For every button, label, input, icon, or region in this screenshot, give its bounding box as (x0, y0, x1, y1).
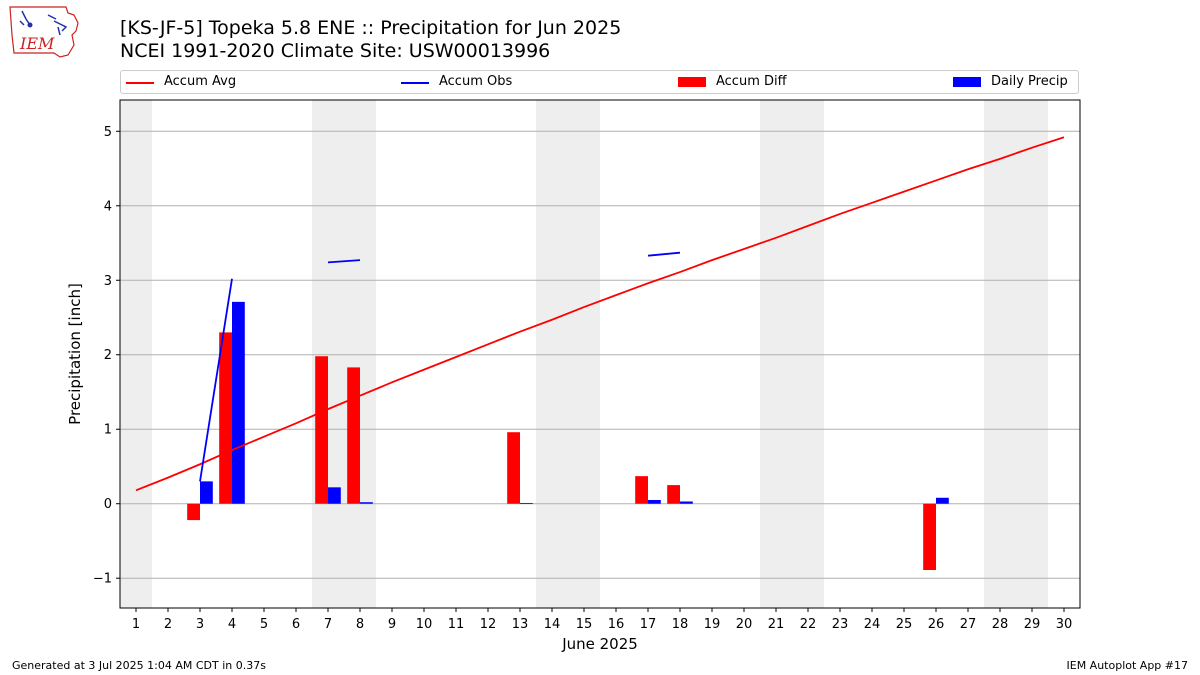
x-axis-label: June 2025 (561, 635, 638, 653)
y-tick-label: −1 (93, 572, 112, 587)
legend-box-accum-diff (678, 77, 706, 87)
bar-daily-precip (680, 501, 693, 504)
y-tick-label: 2 (104, 348, 112, 363)
x-tick-label: 21 (768, 617, 785, 632)
x-tick-label: 9 (388, 617, 396, 632)
x-tick-label: 5 (260, 617, 268, 632)
x-tick-label: 19 (704, 617, 721, 632)
x-tick-label: 8 (356, 617, 364, 632)
footer-app: IEM Autoplot App #17 (1066, 659, 1189, 672)
bar-daily-precip (360, 502, 373, 504)
plot-frame (119, 99, 1081, 609)
bar-daily-precip (648, 499, 661, 504)
chart-title: [KS-JF-5] Topeka 5.8 ENE :: Precipitatio… (120, 17, 622, 39)
bar-daily-precip (200, 481, 213, 504)
legend-label: Accum Obs (439, 74, 513, 89)
x-tick-label: 13 (512, 617, 529, 632)
legend-line-accum-obs (401, 82, 429, 84)
x-tick-label: 10 (416, 617, 433, 632)
x-tick-label: 26 (928, 617, 945, 632)
bar-daily-precip (936, 497, 949, 504)
x-tick-label: 11 (448, 617, 465, 632)
x-tick-label: 15 (576, 617, 593, 632)
line-accum-avg (135, 136, 1065, 492)
bar-accum-diff (667, 485, 680, 504)
y-tick-label: 3 (104, 274, 112, 289)
footer-generated: Generated at 3 Jul 2025 1:04 AM CDT in 0… (12, 659, 266, 672)
x-tick-label: 24 (864, 617, 881, 632)
bar-accum-diff (347, 367, 360, 504)
bar-accum-diff (923, 503, 936, 571)
bar-accum-diff (315, 356, 328, 504)
x-tick-label: 3 (196, 617, 204, 632)
legend-label: Daily Precip (991, 74, 1068, 89)
x-tick-label: 27 (960, 617, 977, 632)
x-tick-label: 6 (292, 617, 300, 632)
x-tick-label: 16 (608, 617, 625, 632)
y-axis-label: Precipitation [inch] (66, 283, 84, 425)
x-tick-label: 18 (672, 617, 689, 632)
bar-daily-precip (328, 487, 341, 504)
bar-accum-diff (507, 432, 520, 504)
legend-box-daily-precip (953, 77, 981, 87)
chart-subtitle: NCEI 1991-2020 Climate Site: USW00013996 (120, 40, 551, 62)
x-tick-label: 17 (640, 617, 657, 632)
y-tick-label: 0 (104, 497, 112, 512)
line-accum-obs (327, 259, 361, 264)
bar-accum-diff (219, 332, 232, 504)
y-tick-label: 4 (104, 199, 112, 214)
legend-label: Accum Avg (164, 74, 237, 89)
legend-line-accum-avg (126, 82, 154, 84)
x-tick-label: 12 (480, 617, 497, 632)
y-tick-label: 1 (104, 423, 112, 438)
x-tick-label: 28 (992, 617, 1009, 632)
bar-daily-precip (232, 301, 245, 504)
x-tick-label: 1 (132, 617, 140, 632)
logo-text: IEM (19, 34, 55, 53)
iem-logo: IEM (9, 6, 79, 58)
weekend-shade (120, 100, 152, 608)
x-tick-label: 23 (832, 617, 849, 632)
bar-daily-precip (520, 502, 533, 504)
bar-accum-diff (635, 476, 648, 504)
x-tick-label: 2 (164, 617, 172, 632)
legend-label: Accum Diff (716, 74, 787, 89)
x-tick-label: 25 (896, 617, 913, 632)
x-tick-label: 14 (544, 617, 561, 632)
x-tick-label: 4 (228, 617, 236, 632)
line-accum-obs (199, 278, 233, 482)
x-tick-label: 29 (1024, 617, 1041, 632)
weekend-shade (760, 100, 824, 608)
weekend-shade (312, 100, 376, 608)
line-accum-obs (647, 251, 681, 257)
chart-legend: Accum Avg Accum Obs Accum Diff Daily Pre… (120, 70, 1079, 94)
weekend-shade (536, 100, 600, 608)
x-tick-label: 30 (1056, 617, 1073, 632)
bar-accum-diff (187, 503, 200, 521)
weekend-shade (984, 100, 1048, 608)
y-tick-label: 5 (104, 125, 112, 140)
x-tick-label: 7 (324, 617, 332, 632)
x-tick-label: 22 (800, 617, 817, 632)
x-tick-label: 20 (736, 617, 753, 632)
